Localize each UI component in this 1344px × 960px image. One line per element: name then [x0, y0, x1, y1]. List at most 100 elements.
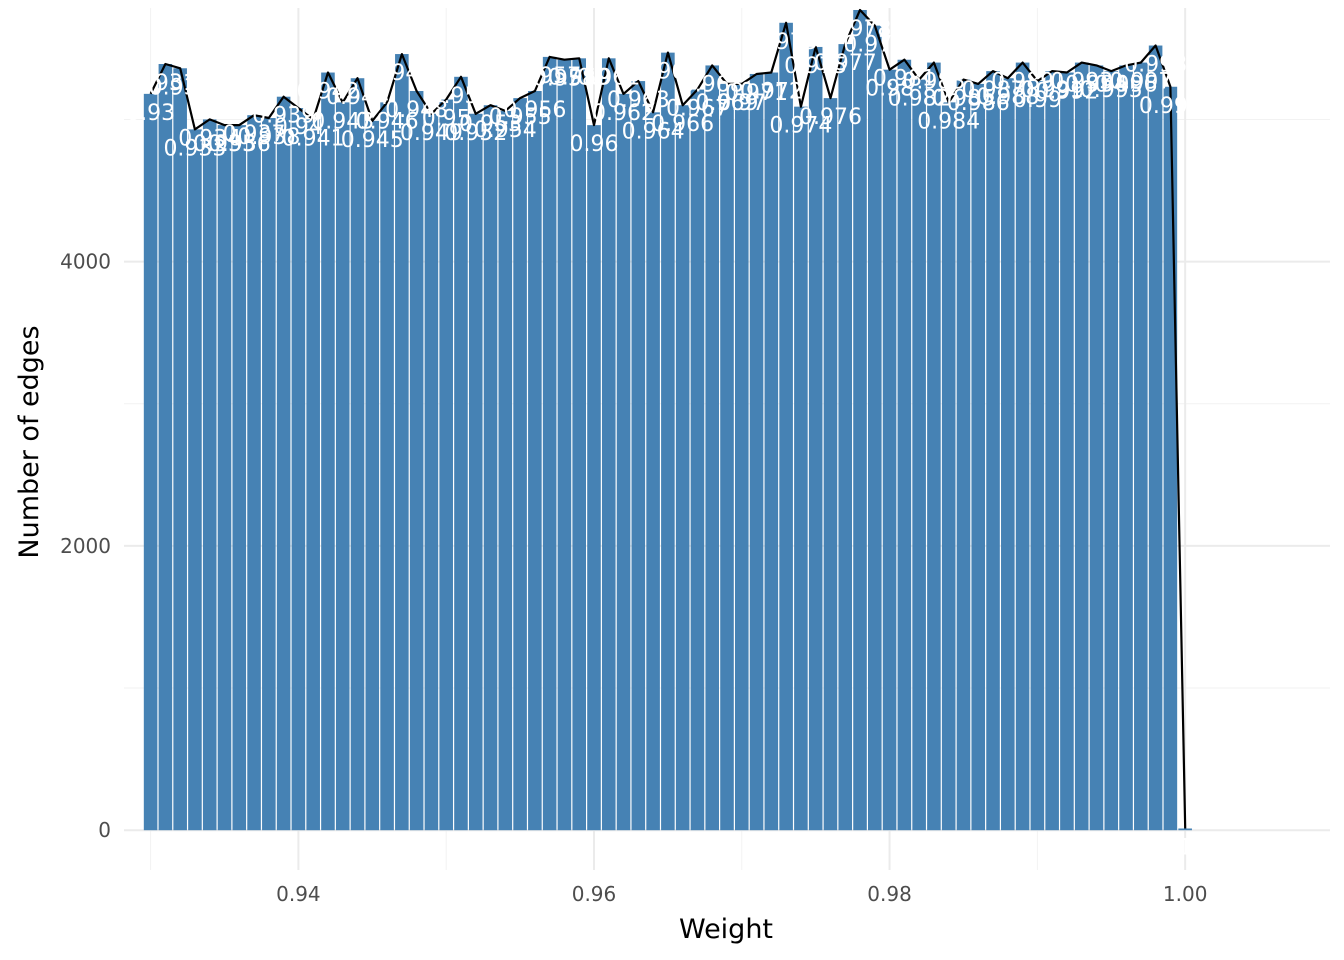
- bar-value-label: 0.968: [681, 72, 744, 97]
- histogram-bar: [395, 54, 409, 831]
- bar-value-label: 0.984: [917, 109, 980, 134]
- histogram-bar: [705, 65, 720, 831]
- histogram-bar: [808, 46, 823, 831]
- bar-value-label: 0.998: [1124, 53, 1187, 78]
- bar-value-label: 0.946: [356, 109, 419, 134]
- histogram-bar: [158, 64, 173, 831]
- bar-value-label: 0.943: [311, 109, 374, 134]
- histogram-bar: [1104, 71, 1119, 831]
- x-tick-label: 0.96: [572, 882, 617, 906]
- bar-value-label: 0.976: [799, 105, 862, 130]
- y-tick-label: 2000: [60, 534, 111, 558]
- bar-value-label: 0.931: [134, 71, 197, 96]
- bar-value-label: 0.959: [548, 65, 611, 90]
- bar-value-label: 0.965: [636, 60, 699, 85]
- bar-value-label: 0.944: [326, 85, 389, 110]
- histogram-bar: [587, 125, 601, 831]
- bar-value-label: 0.978: [829, 17, 892, 42]
- bar-value-label: 0.996: [1095, 72, 1158, 97]
- bar-value-label: 0.992: [1035, 80, 1098, 105]
- histogram-bar: [927, 62, 941, 831]
- histogram-bar: [838, 44, 853, 831]
- bar-value-label: 0.995: [1080, 78, 1143, 103]
- y-tick-label: 4000: [60, 250, 111, 274]
- histogram-bar: [1089, 65, 1104, 831]
- bar-value-label: 0.979: [843, 33, 906, 58]
- y-axis-title: Number of edges: [14, 325, 45, 558]
- bar-value-label: 0.98: [865, 77, 914, 102]
- bar-value-label: 0.993: [1050, 70, 1113, 95]
- bar-value-label: 0.997: [1109, 70, 1172, 95]
- bar-value-label: 1: [1178, 835, 1192, 860]
- histogram-bar: [631, 81, 646, 831]
- histogram-bar: [173, 68, 187, 831]
- bar-value-label: 0.96: [569, 132, 618, 157]
- histogram-bar: [335, 102, 350, 831]
- histogram-bar: [557, 59, 572, 831]
- bar-value-label: 0.936: [208, 132, 271, 157]
- histogram-bar: [409, 91, 424, 831]
- axis-tick-labels: 0.94 0.96 0.98 1.00 0 2000 4000: [60, 250, 1207, 906]
- histogram-bar: [468, 113, 483, 831]
- bar-value-label: 0.967: [666, 97, 729, 122]
- histogram-bar: [350, 78, 365, 831]
- bar-value-label: 0.933: [163, 136, 226, 161]
- histogram-bar: [764, 72, 779, 831]
- frequency-polygon: [149, 8, 1187, 829]
- histogram-bar: [365, 120, 380, 831]
- x-tick-label: 0.94: [276, 882, 321, 906]
- histogram-bar: [262, 118, 276, 831]
- histogram-bar: [794, 106, 808, 831]
- bar-value-label: 0.999: [1139, 94, 1202, 119]
- bar-value-label: 0.994: [1065, 72, 1128, 97]
- frequency-line: [149, 8, 1187, 829]
- bar-value-label: 0.972: [740, 80, 803, 105]
- histogram-bar: [454, 76, 468, 831]
- bar-value-label: 0.974: [769, 114, 832, 139]
- bar-value-label: 0.93: [126, 101, 175, 126]
- bar-value-label: 0.954: [474, 118, 537, 143]
- bar-value-label: 0.955: [489, 105, 552, 130]
- histogram-bar: [690, 89, 705, 831]
- bar-value-label: 0.951: [429, 84, 492, 109]
- histogram-bar: [188, 129, 202, 831]
- histogram-bar: [1001, 78, 1015, 831]
- histogram-bar: [661, 52, 675, 831]
- histogram-bar: [1163, 86, 1178, 831]
- x-tick-label: 1.00: [1163, 882, 1208, 906]
- histogram-bar: [528, 91, 542, 831]
- histogram-bar: [424, 113, 439, 831]
- histogram-bar: [513, 98, 527, 831]
- bar-value-label: 0.966: [651, 112, 714, 137]
- histogram-bar: [1074, 62, 1089, 831]
- bar-value-label: 0.938: [237, 125, 300, 150]
- histogram-bar: [217, 125, 232, 831]
- histogram-bar: [912, 79, 926, 831]
- bar-value-label: 0.948: [385, 98, 448, 123]
- bar-value-label: 0.953: [459, 112, 522, 137]
- bar-value-label: 0.982: [888, 87, 951, 112]
- bar-value-label: 0.942: [296, 80, 359, 105]
- histogram-bar: [1119, 65, 1133, 831]
- bar-value-label: 0.981: [873, 67, 936, 92]
- histogram-bar: [321, 72, 335, 831]
- histogram-bar: [986, 71, 1000, 831]
- histogram-bar: [646, 112, 660, 831]
- histogram-bar: [1060, 72, 1074, 831]
- histogram-bars: [143, 9, 1192, 831]
- histogram-bar: [143, 93, 158, 831]
- bar-value-label: 0.961: [577, 65, 640, 90]
- bar-value-label: 0.983: [902, 70, 965, 95]
- histogram-bar: [1045, 71, 1059, 831]
- bar-value-label: 0.939: [252, 104, 315, 129]
- bar-value-label: 0.991: [1021, 78, 1084, 103]
- histogram-bar: [720, 83, 734, 831]
- histogram-bar: [1015, 62, 1030, 831]
- histogram-bar: [1148, 45, 1163, 831]
- bar-value-label: 0.989: [991, 70, 1054, 95]
- bar-value-label: 0.964: [622, 119, 685, 144]
- histogram-bar: [380, 102, 394, 831]
- bar-value-label: 0.958: [533, 67, 596, 92]
- histogram-bar: [1030, 81, 1045, 831]
- bar-value-label: 0.969: [696, 91, 759, 116]
